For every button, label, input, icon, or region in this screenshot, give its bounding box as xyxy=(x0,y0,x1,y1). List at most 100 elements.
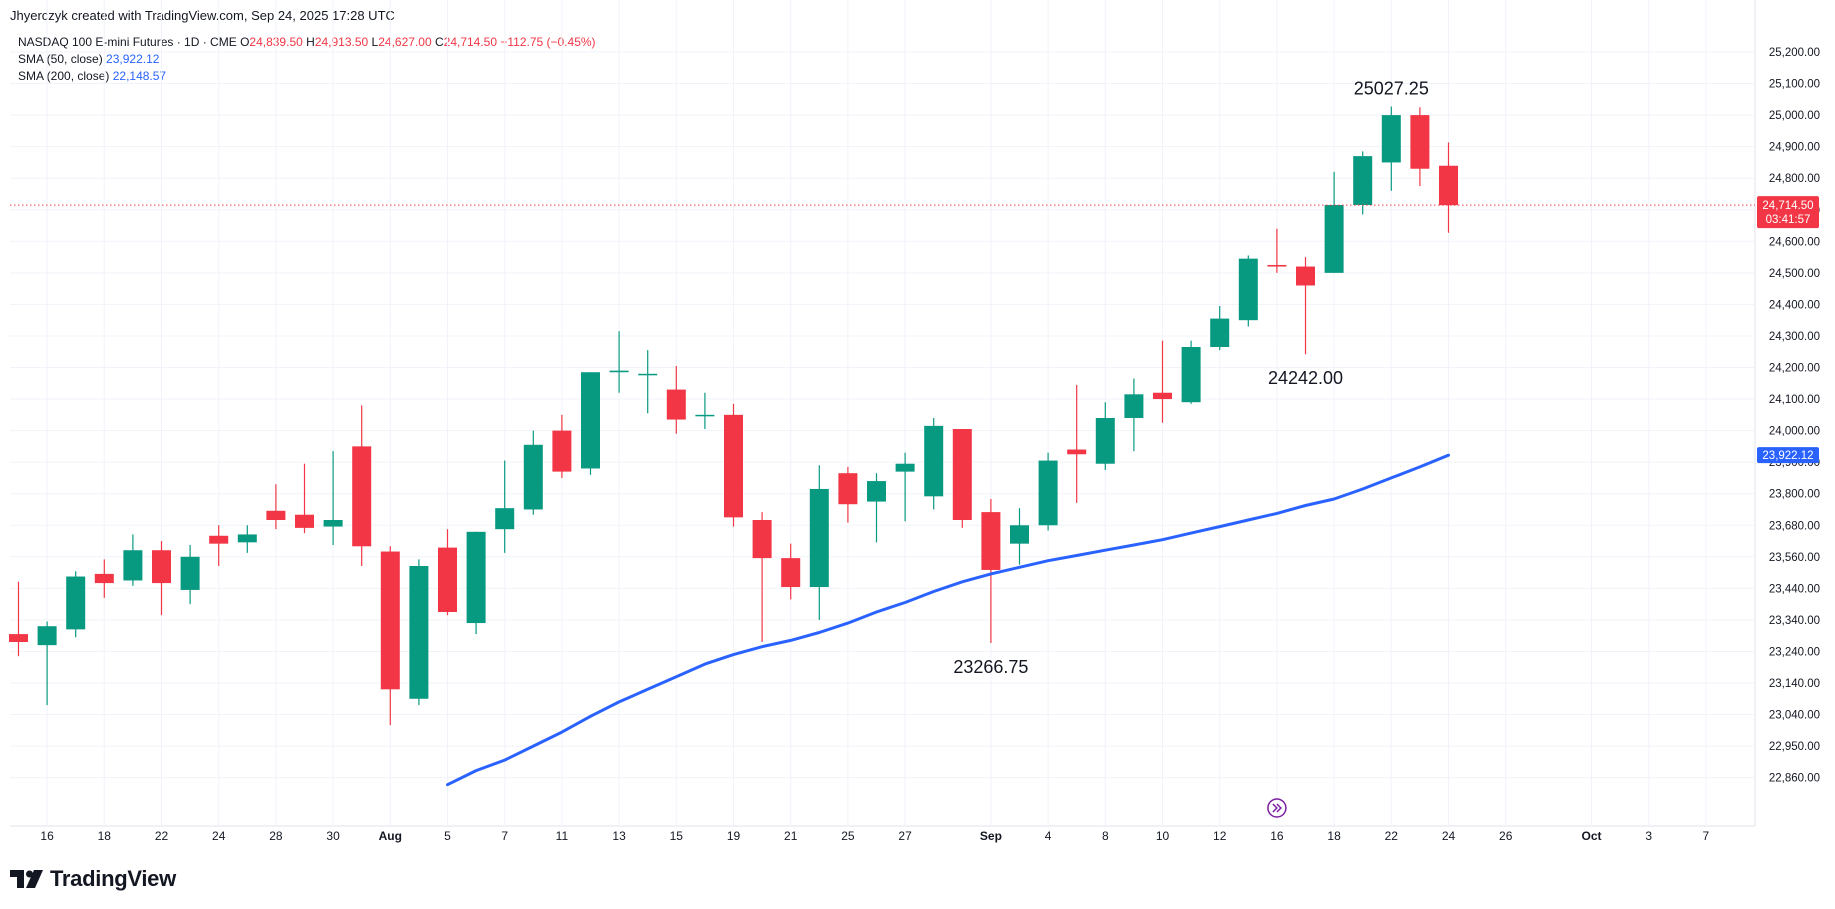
candle xyxy=(981,498,1001,644)
sma50-line xyxy=(446,453,1450,787)
candle xyxy=(352,405,372,567)
last-price-value: 24,714.50 xyxy=(1762,200,1813,212)
price-axis: 22,860.00 22,950.00 23,040.00 23,140.00 23,2… xyxy=(1769,47,1820,785)
candle xyxy=(838,466,858,523)
close-value: 24,714.50 xyxy=(443,35,498,49)
time-tick-label: 5 xyxy=(444,829,451,843)
candle-body xyxy=(1095,417,1115,464)
candle-body xyxy=(638,373,658,376)
last-price-badge: 24,714.50 03:41:57 xyxy=(1757,196,1819,229)
candle-body xyxy=(609,370,629,373)
time-tick-label: Sep xyxy=(980,829,1002,843)
candle-body xyxy=(1296,266,1315,286)
candle xyxy=(581,372,600,475)
candle xyxy=(380,546,400,726)
time-tick-label: 8 xyxy=(1102,829,1109,843)
candle-body xyxy=(237,534,257,543)
sma50-badge: 23,922.12 xyxy=(1757,447,1819,464)
candle xyxy=(1353,151,1373,215)
price-tick-label: 23,140.00 xyxy=(1769,678,1820,690)
price-tick-label: 24,400.00 xyxy=(1769,299,1820,311)
candle-body xyxy=(1181,346,1201,403)
chart-overlay: 24,714.50 03:41:57 23,922.12 25027.25 24242.… xyxy=(10,79,1819,818)
chart-grid xyxy=(10,0,1756,827)
candle-body xyxy=(1153,392,1172,400)
price-tick-label: 22,950.00 xyxy=(1769,741,1820,753)
candle xyxy=(1324,171,1344,273)
price-tick-label: 23,440.00 xyxy=(1769,583,1820,595)
candle-body xyxy=(1324,205,1344,273)
time-tick-label: 4 xyxy=(1045,829,1052,843)
candle xyxy=(438,529,457,616)
sma200-value: 22,148.57 xyxy=(112,69,167,83)
scroll-icon-chevrons xyxy=(1272,803,1282,813)
time-tick-label: 19 xyxy=(727,829,741,843)
sma50-label: SMA (50, close) xyxy=(18,52,103,66)
candle-body xyxy=(1210,318,1230,347)
candle-body xyxy=(581,372,600,469)
sma50-badge-bg xyxy=(1757,447,1819,464)
candle xyxy=(1124,378,1144,452)
candle-body xyxy=(438,547,457,613)
price-tick-label: 23,340.00 xyxy=(1769,615,1820,627)
time-tick-label: 7 xyxy=(501,829,508,843)
time-tick-label: 22 xyxy=(155,829,169,843)
open-label: O xyxy=(240,35,250,49)
candle-body xyxy=(380,551,400,690)
price-tick-label: 23,560.00 xyxy=(1769,552,1820,564)
candle xyxy=(609,331,629,393)
candle-body xyxy=(466,531,486,624)
candle-body xyxy=(1067,449,1087,455)
price-annotation: 25027.25 xyxy=(1354,79,1429,99)
candle xyxy=(1067,384,1087,503)
candle xyxy=(952,429,972,528)
candle xyxy=(1210,305,1230,351)
time-tick-label: 22 xyxy=(1385,829,1399,843)
candle-body xyxy=(1267,264,1287,267)
candle xyxy=(66,571,86,638)
candle xyxy=(1381,106,1401,191)
candle-body xyxy=(952,429,972,520)
tradingview-logo-text: TradingView xyxy=(50,866,176,891)
candle xyxy=(523,430,543,515)
candle-body xyxy=(1238,258,1258,321)
tradingview-logo[interactable]: TradingView xyxy=(10,866,176,892)
scroll-to-realtime-icon[interactable] xyxy=(1267,798,1287,818)
symbol-title[interactable]: NASDAQ 100 E-mini Futures · 1D · CME xyxy=(18,35,237,49)
candle-body xyxy=(180,556,200,590)
price-tick-label: 25,100.00 xyxy=(1769,79,1820,91)
candle-body xyxy=(9,634,28,642)
time-tick-label: 27 xyxy=(898,829,912,843)
candle-body xyxy=(1439,165,1458,206)
time-tick-label: 3 xyxy=(1645,829,1652,843)
candle-body xyxy=(981,512,1001,570)
time-tick-label: 24 xyxy=(212,829,226,843)
legend-ohlc-row: NASDAQ 100 E-mini Futures · 1D · CME O 24… xyxy=(18,34,596,51)
candle-body xyxy=(809,488,829,588)
candle xyxy=(209,525,229,567)
legend-sma200-row[interactable]: SMA (200, close) 22,148.57 xyxy=(18,68,596,85)
price-tick-label: 22,860.00 xyxy=(1769,773,1820,785)
candle-body xyxy=(695,414,715,417)
candle-body xyxy=(323,519,343,527)
candles xyxy=(9,106,1458,726)
legend-sma50-row[interactable]: SMA (50, close) 23,922.12 xyxy=(18,51,596,68)
candle-body xyxy=(752,519,772,559)
time-tick-label: 12 xyxy=(1213,829,1227,843)
candle xyxy=(666,365,686,434)
time-tick-label: 18 xyxy=(1327,829,1341,843)
candle xyxy=(867,473,886,543)
time-tick-label: 26 xyxy=(1499,829,1513,843)
candle xyxy=(152,541,171,616)
candle-body xyxy=(838,473,858,505)
candle xyxy=(180,544,200,605)
price-tick-label: 24,200.00 xyxy=(1769,363,1820,375)
time-tick-label: 16 xyxy=(1270,829,1284,843)
chart-legend: NASDAQ 100 E-mini Futures · 1D · CME O 24… xyxy=(18,34,596,85)
candle xyxy=(1181,340,1201,404)
high-value: 24,913.50 xyxy=(314,35,369,49)
price-annotation: 23266.75 xyxy=(953,657,1028,677)
time-tick-label: Oct xyxy=(1581,829,1601,843)
candle-body xyxy=(552,430,572,472)
